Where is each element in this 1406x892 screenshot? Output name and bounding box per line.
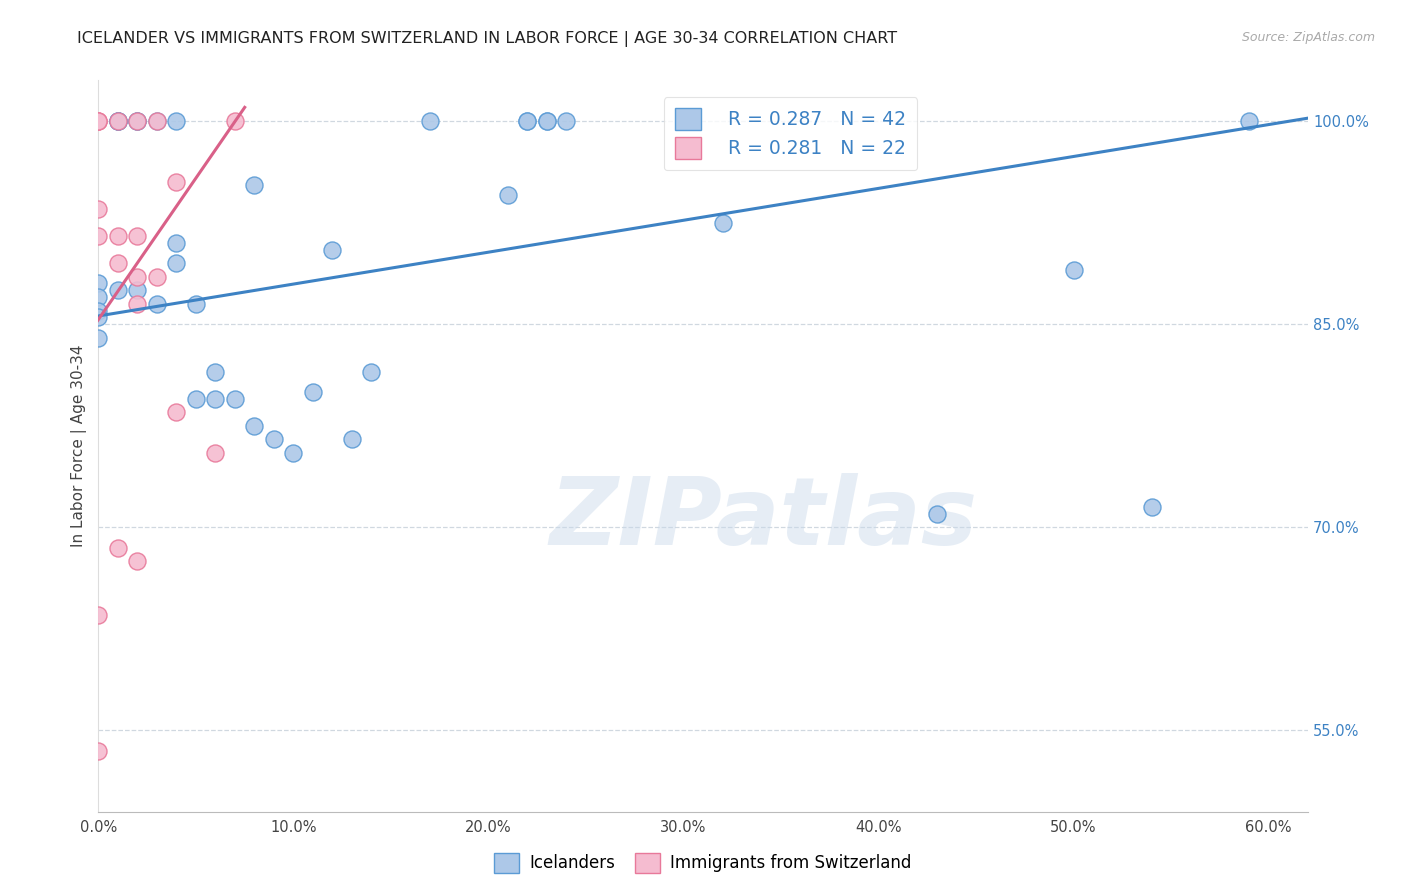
- Point: [146, 269, 169, 284]
- Point: [165, 175, 187, 189]
- Point: [283, 446, 305, 460]
- Point: [1237, 114, 1260, 128]
- Text: Source: ZipAtlas.com: Source: ZipAtlas.com: [1241, 31, 1375, 45]
- Point: [302, 384, 325, 399]
- Point: [127, 229, 149, 244]
- Point: [711, 215, 734, 229]
- Point: [127, 269, 149, 284]
- Point: [107, 114, 129, 128]
- Point: [204, 392, 226, 406]
- Point: [555, 114, 578, 128]
- Point: [243, 418, 266, 433]
- Point: [107, 114, 129, 128]
- Point: [127, 114, 149, 128]
- Point: [127, 283, 149, 297]
- Point: [419, 114, 441, 128]
- Point: [224, 114, 246, 128]
- Point: [204, 364, 226, 378]
- Point: [127, 554, 149, 568]
- Point: [243, 178, 266, 192]
- Point: [87, 229, 110, 244]
- Point: [1063, 263, 1085, 277]
- Point: [107, 256, 129, 270]
- Point: [263, 432, 285, 446]
- Point: [127, 114, 149, 128]
- Point: [165, 235, 187, 250]
- Point: [87, 114, 110, 128]
- Point: [1140, 500, 1163, 514]
- Point: [925, 507, 948, 521]
- Point: [340, 432, 363, 446]
- Point: [107, 114, 129, 128]
- Point: [107, 229, 129, 244]
- Point: [146, 114, 169, 128]
- Point: [146, 297, 169, 311]
- Point: [87, 310, 110, 325]
- Point: [516, 114, 538, 128]
- Point: [321, 243, 343, 257]
- Point: [87, 202, 110, 216]
- Y-axis label: In Labor Force | Age 30-34: In Labor Force | Age 30-34: [72, 344, 87, 548]
- Point: [184, 392, 207, 406]
- Point: [165, 114, 187, 128]
- Point: [87, 331, 110, 345]
- Point: [87, 303, 110, 318]
- Point: [87, 114, 110, 128]
- Legend:   R = 0.287   N = 42,   R = 0.281   N = 22: R = 0.287 N = 42, R = 0.281 N = 22: [664, 97, 917, 170]
- Point: [87, 744, 110, 758]
- Point: [87, 277, 110, 291]
- Point: [127, 297, 149, 311]
- Point: [360, 364, 382, 378]
- Legend: Icelanders, Immigrants from Switzerland: Icelanders, Immigrants from Switzerland: [488, 847, 918, 880]
- Point: [87, 290, 110, 304]
- Text: ICELANDER VS IMMIGRANTS FROM SWITZERLAND IN LABOR FORCE | AGE 30-34 CORRELATION : ICELANDER VS IMMIGRANTS FROM SWITZERLAND…: [77, 31, 897, 47]
- Point: [496, 188, 519, 202]
- Point: [516, 114, 538, 128]
- Point: [165, 256, 187, 270]
- Point: [87, 608, 110, 623]
- Point: [184, 297, 207, 311]
- Text: ZIPatlas: ZIPatlas: [550, 473, 977, 566]
- Point: [536, 114, 558, 128]
- Point: [127, 114, 149, 128]
- Point: [107, 541, 129, 555]
- Point: [87, 114, 110, 128]
- Point: [224, 392, 246, 406]
- Point: [146, 114, 169, 128]
- Point: [536, 114, 558, 128]
- Point: [107, 283, 129, 297]
- Point: [204, 446, 226, 460]
- Point: [165, 405, 187, 419]
- Point: [107, 114, 129, 128]
